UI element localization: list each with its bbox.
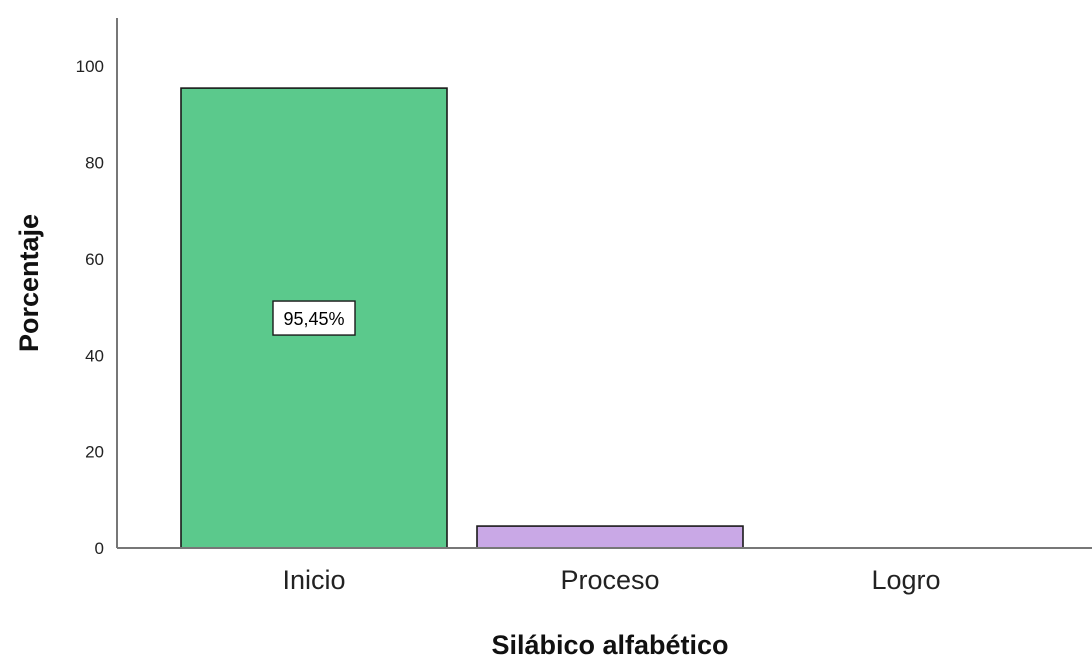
bars-layer: [180, 87, 744, 549]
y-tick-label-20: 20: [85, 443, 104, 462]
y-tick-label-100: 100: [76, 57, 104, 76]
y-tick-label-40: 40: [85, 346, 104, 365]
data-label-inicio: 95,45%: [272, 300, 356, 336]
axes-layer: [116, 18, 1092, 549]
data-label-box: [272, 300, 356, 336]
y-ticks-layer: 0 20 40 60 80 100: [76, 57, 104, 558]
y-tick-label-0: 0: [95, 539, 104, 558]
x-tick-label-proceso: Proceso: [560, 565, 659, 595]
x-categories-layer: Inicio Proceso Logro: [282, 565, 940, 595]
bar-proceso: [476, 525, 744, 549]
x-tick-label-logro: Logro: [871, 565, 940, 595]
x-axis-title: Silábico alfabético: [491, 630, 728, 658]
y-axis-title: Porcentaje: [14, 214, 44, 352]
data-label-text: 95,45%: [283, 309, 344, 329]
data-labels-layer: 95,45%: [272, 300, 356, 336]
x-tick-label-inicio: Inicio: [282, 565, 345, 595]
y-tick-label-80: 80: [85, 154, 104, 173]
y-tick-label-60: 60: [85, 250, 104, 269]
